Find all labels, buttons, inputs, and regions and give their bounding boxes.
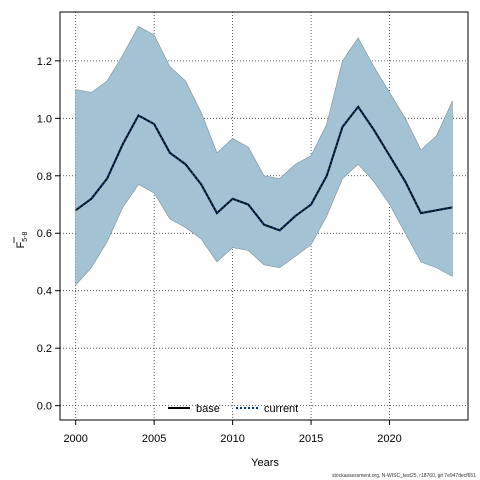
y-tick-label-4: 0.8 (37, 171, 52, 183)
y-tick-label-6: 1.2 (37, 56, 52, 68)
series-lines (75, 105, 453, 232)
legend: base current (168, 403, 298, 415)
y-axis-title: F5-8 (13, 231, 29, 248)
y-tick-label-0: 0.0 (37, 401, 52, 413)
plot-frame (59, 11, 469, 421)
x-tick-label-2010: 2010 (220, 433, 244, 445)
x-tick-label-2020: 2020 (377, 433, 401, 445)
y-tick-label-1: 0.2 (37, 343, 52, 355)
x-axis: 2000 2005 2010 2015 2020 (63, 420, 402, 445)
x-tick-label-2005: 2005 (142, 433, 166, 445)
y-tick-label-3: 0.6 (37, 228, 52, 240)
x-tick-label-2000: 2000 (63, 433, 87, 445)
legend-label-base: base (196, 403, 220, 415)
x-axis-title: Years (251, 457, 279, 469)
y-axis-title-main: F (15, 241, 27, 248)
footer-note: stockassessment.org, N-WISC_test25, r187… (332, 473, 476, 479)
svg-text:F5-8: F5-8 (15, 231, 29, 248)
y-tick-label-5: 1.0 (37, 113, 52, 125)
y-tick-label-2: 0.4 (37, 286, 52, 298)
y-axis: 0.0 0.2 0.4 0.6 0.8 1.0 1.2 (37, 56, 60, 413)
series-line-current (75, 105, 453, 232)
y-axis-title-sub: 5-8 (22, 231, 29, 241)
x-tick-label-2015: 2015 (299, 433, 323, 445)
confidence-band (75, 25, 453, 286)
legend-label-current: current (264, 403, 298, 415)
